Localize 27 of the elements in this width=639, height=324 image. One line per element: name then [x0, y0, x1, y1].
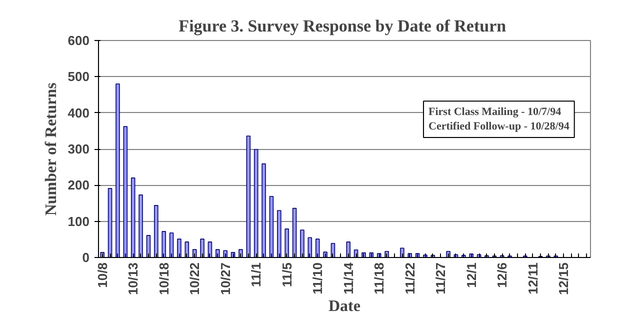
- x-tick-label: 11/14: [340, 262, 356, 294]
- chart-title: Figure 3. Survey Response by Date of Return: [178, 16, 507, 36]
- y-tick-label: 500: [68, 69, 90, 84]
- x-tick-label: 11/22: [402, 262, 418, 294]
- x-tick-label: 12/11: [525, 262, 540, 294]
- x-tick-label: 10/27: [218, 262, 233, 296]
- x-tick-label: 10/8: [94, 262, 110, 288]
- y-tick-label: 100: [68, 214, 90, 229]
- x-tick-label: 11/5: [279, 262, 294, 288]
- y-tick-label: 0: [82, 250, 90, 265]
- x-axis-title: Date: [328, 298, 360, 316]
- x-tick-label: 10/18: [156, 262, 172, 296]
- y-axis-title: Number of Returns: [42, 82, 60, 216]
- x-tick-label: 11/18: [372, 262, 387, 294]
- x-tick-label: 12/6: [494, 262, 510, 288]
- x-tick-label: 12/1: [464, 262, 479, 288]
- y-tick-label: 200: [68, 178, 90, 193]
- x-tick-label: 11/1: [248, 262, 264, 288]
- y-tick-label: 300: [68, 142, 90, 156]
- x-tick-label: 10/22: [187, 262, 202, 296]
- x-tick-label: 11/27: [433, 262, 448, 294]
- x-tick-label: 11/10: [310, 262, 326, 294]
- x-tick-label: 10/13: [126, 262, 141, 296]
- y-tick-label: 400: [68, 105, 90, 120]
- y-tick-label: 600: [68, 33, 90, 48]
- annotation: First Class Mailing - 10/7/94 Certified Follow-up - 10/28/94: [428, 106, 570, 132]
- x-tick-label: 12/15: [556, 262, 572, 296]
